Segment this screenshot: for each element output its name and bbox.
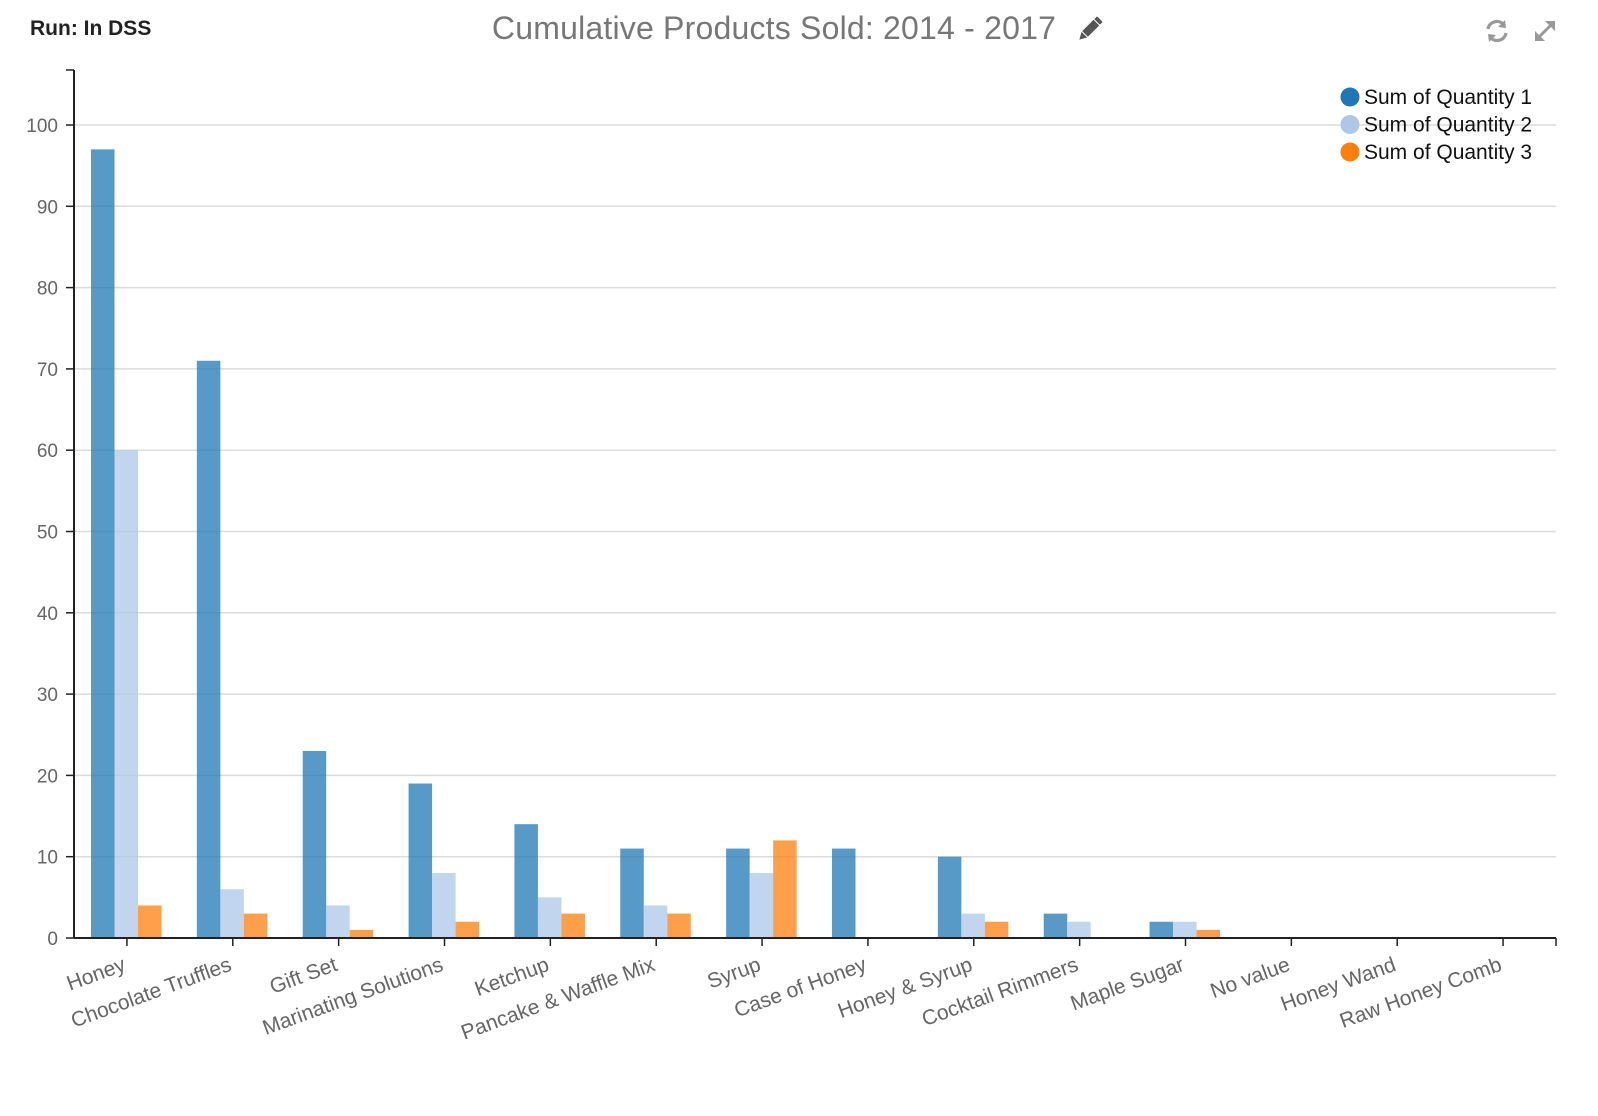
refresh-icon[interactable] (1484, 18, 1510, 44)
bar[interactable] (726, 848, 750, 938)
bar[interactable] (773, 840, 797, 938)
legend-label[interactable]: Sum of Quantity 1 (1364, 86, 1532, 109)
legend-swatch[interactable] (1340, 142, 1360, 162)
y-tick-label: 30 (37, 685, 58, 706)
y-tick-label: 20 (37, 766, 58, 787)
bar[interactable] (561, 913, 585, 938)
bar[interactable] (1043, 913, 1068, 938)
y-tick-label: 40 (37, 604, 58, 625)
y-tick-label: 100 (26, 116, 58, 137)
bar[interactable] (984, 921, 1009, 938)
bar[interactable] (1149, 921, 1174, 938)
bar[interactable] (643, 905, 668, 938)
x-tick-label: Honey (64, 953, 129, 996)
bar[interactable] (243, 913, 268, 938)
bar[interactable] (537, 897, 562, 938)
bar[interactable] (749, 872, 774, 938)
legend-label[interactable]: Sum of Quantity 2 (1364, 114, 1532, 137)
legend-swatch[interactable] (1340, 87, 1360, 107)
bar[interactable] (937, 856, 962, 938)
x-tick-label: Syrup (704, 953, 763, 993)
y-tick-label: 90 (37, 197, 58, 218)
chart-title: Cumulative Products Sold: 2014 - 2017 (491, 10, 1057, 46)
y-tick-label: 70 (37, 360, 58, 381)
pencil-icon[interactable] (1074, 13, 1106, 45)
x-tick-label: Maple Sugar (1067, 953, 1187, 1015)
chart-header: Run: In DSS Cumulative Products Sold: 20… (0, 0, 1598, 62)
chart-title-row: Cumulative Products Sold: 2014 - 2017 (0, 10, 1598, 47)
x-tick-label: Marinating Solutions (260, 953, 447, 1040)
y-tick-label: 10 (37, 848, 58, 869)
bar[interactable] (302, 751, 327, 938)
bar[interactable] (349, 929, 374, 938)
y-tick-label: 50 (37, 523, 58, 544)
legend-label[interactable]: Sum of Quantity 3 (1364, 141, 1532, 164)
bar[interactable] (91, 149, 115, 938)
expand-icon[interactable] (1532, 18, 1558, 44)
y-tick-label: 60 (37, 441, 58, 462)
bar[interactable] (620, 848, 644, 938)
bar[interactable] (408, 783, 433, 938)
bar[interactable] (961, 913, 985, 938)
y-tick-label: 80 (37, 279, 58, 300)
bar[interactable] (455, 921, 480, 938)
bar[interactable] (114, 450, 139, 938)
bar[interactable] (326, 905, 350, 938)
chart-toolbar (1484, 18, 1558, 44)
bar[interactable] (514, 824, 538, 938)
x-tick-label: Pancake & Waffle Mix (458, 953, 658, 1045)
legend-swatch[interactable] (1340, 115, 1360, 134)
run-status-label: Run: In DSS (30, 17, 152, 40)
bar[interactable] (196, 360, 221, 938)
bar[interactable] (1196, 929, 1221, 938)
bar[interactable] (138, 905, 162, 938)
bar[interactable] (220, 889, 244, 938)
bar[interactable] (832, 848, 856, 938)
bar[interactable] (432, 872, 456, 938)
bar[interactable] (1067, 921, 1091, 938)
y-tick-label: 0 (47, 929, 58, 950)
bar[interactable] (667, 913, 691, 938)
bar[interactable] (1173, 921, 1197, 938)
